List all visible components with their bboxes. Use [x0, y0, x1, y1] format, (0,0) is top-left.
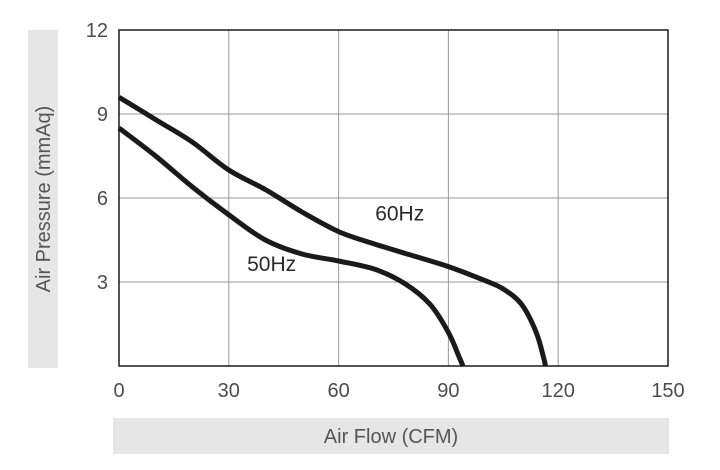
y-axis-title: Air Pressure (mmAq): [33, 106, 55, 293]
y-tick-label: 3: [97, 272, 108, 294]
x-axis-title-band: [113, 418, 669, 454]
x-tick-label: 60: [327, 380, 349, 402]
series-lines: [117, 95, 548, 367]
plot-frame: [118, 29, 669, 367]
y-tick-label: 9: [97, 104, 108, 126]
x-tick-label: 0: [113, 380, 124, 402]
series-line-60hz: [117, 95, 548, 367]
series-labels: 60Hz 50Hz: [247, 202, 424, 275]
series-label-50hz: 50Hz: [247, 253, 296, 276]
x-tick-label: 90: [437, 380, 459, 402]
x-tick-label: 150: [651, 380, 684, 402]
series-line-50hz: [117, 126, 466, 367]
x-tick-label: 120: [542, 380, 575, 402]
series-label-60hz: 60Hz: [375, 202, 424, 225]
x-tick-label: 30: [218, 380, 240, 402]
y-tick-label: 12: [86, 20, 108, 42]
grid: [119, 30, 668, 366]
x-axis-title: Air Flow (CFM): [324, 426, 458, 448]
y-tick-label: 6: [97, 188, 108, 210]
y-axis-title-band: [28, 30, 58, 368]
tick-labels: 0 30 60 90 120 150 3 6 9 12: [86, 20, 685, 402]
